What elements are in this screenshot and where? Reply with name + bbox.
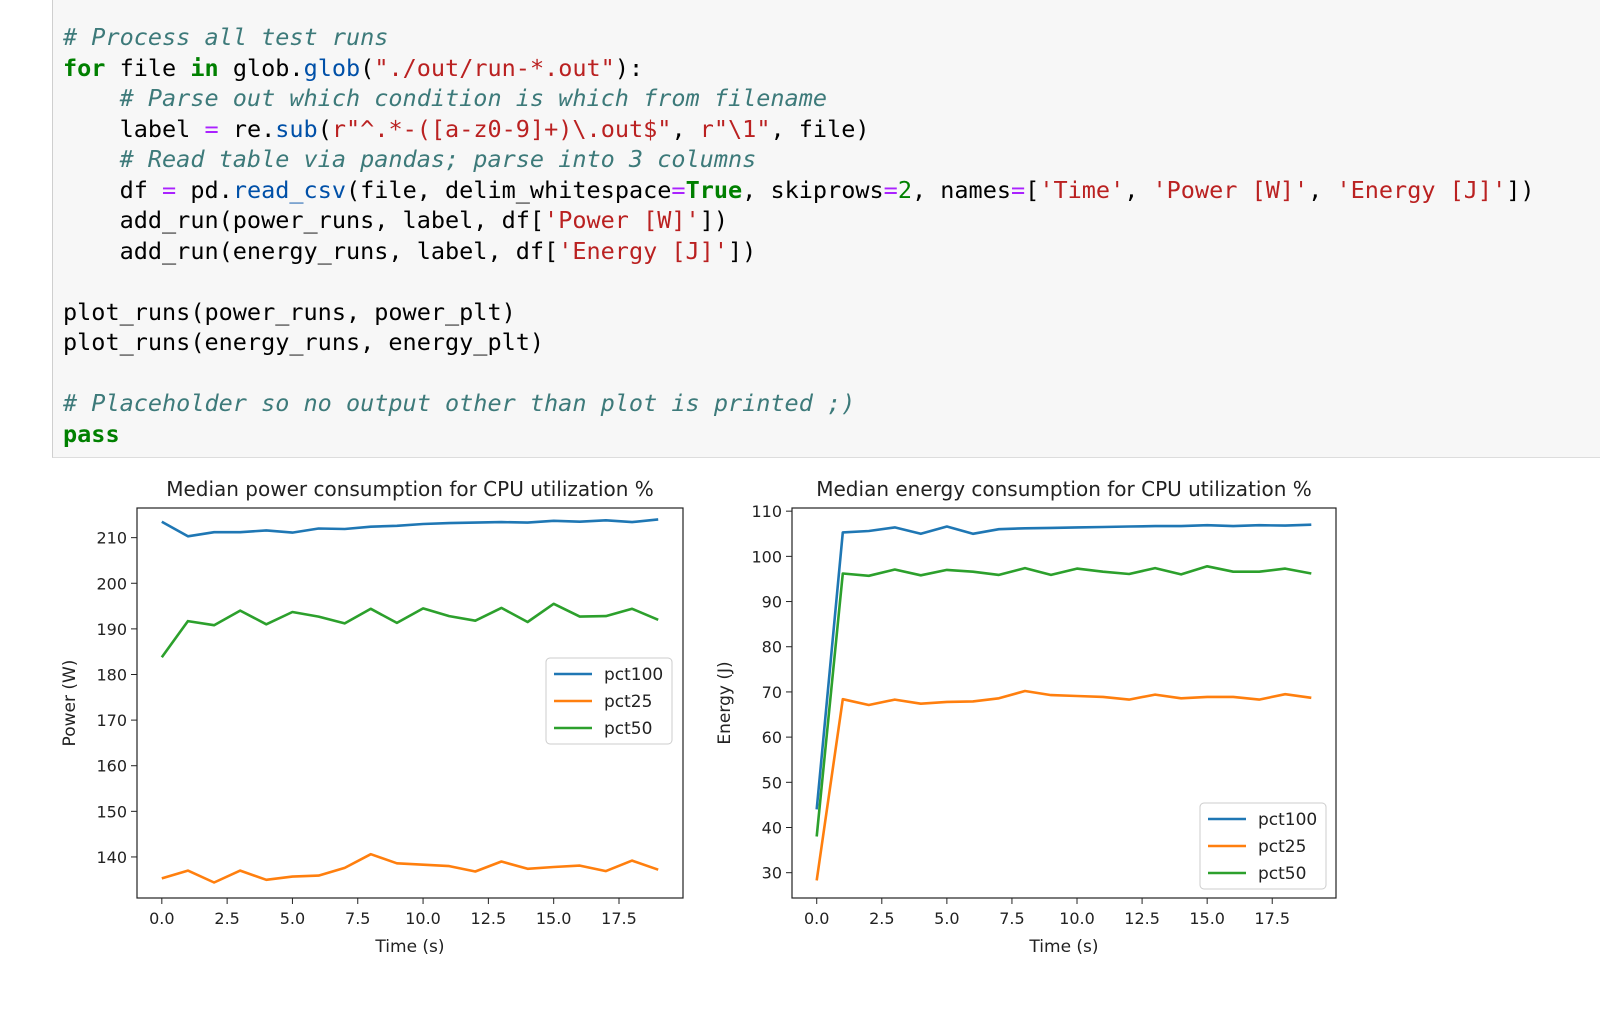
plot-frame [791,507,1337,899]
legend-label: pct50 [1258,864,1306,884]
comment: # Read table via pandas; parse into 3 co… [119,145,757,173]
y-tick-label: 180 [96,665,127,684]
code-token: add_run(power_runs, label, df[ [119,206,545,234]
operator: = [162,175,177,204]
x-tick-label: 7.5 [999,909,1024,928]
y-tick-label: 200 [96,574,127,593]
y-tick-label: 110 [751,502,782,521]
code-token: plot_runs(power_runs, power_plt) [63,297,516,326]
y-tick-label: 170 [96,711,127,730]
y-tick-label: 190 [96,620,127,639]
series-line-pct50 [160,602,659,658]
series-line-pct50 [815,565,1312,837]
y-tick-label: 90 [762,593,782,612]
x-tick-label: 12.5 [471,909,507,928]
y-tick-label: 60 [762,728,782,747]
x-tick-label: 5.0 [934,909,959,928]
y-tick-label: 70 [762,683,782,702]
x-axis-label: Time (s) [374,937,444,957]
x-tick-label: 5.0 [280,909,305,928]
y-tick-label: 100 [751,547,782,566]
x-tick-label: 12.5 [1124,909,1160,928]
code-token: pd. [190,175,233,204]
y-tick-label: 80 [762,638,782,657]
chart-title: Median energy consumption for CPU utiliz… [816,477,1312,501]
y-tick-label: 30 [762,864,782,883]
y-tick-label: 210 [96,529,127,548]
y-tick-label: 150 [96,802,127,821]
x-tick-label: 2.5 [214,909,239,928]
number-literal: 2 [897,175,912,204]
string-literal: r"\1" [699,114,771,143]
operator: = [1011,175,1026,204]
x-tick-label: 7.5 [345,909,370,928]
function-name: read_csv [232,175,346,204]
x-tick-label: 15.0 [536,909,572,928]
keyword: for [63,53,106,82]
series-line-pct25 [815,689,1312,881]
y-tick-label: 160 [96,757,127,776]
code-token: plot_runs(energy_runs, energy_plt) [63,328,545,356]
x-tick-label: 2.5 [869,909,894,928]
y-axis-label: Power (W) [60,660,80,747]
string-literal: "./out/run-*.out" [374,53,615,82]
legend-label: pct100 [1258,810,1317,830]
y-tick-label: 40 [762,819,782,838]
code-token: , names [911,175,1012,204]
cell-output: Median power consumption for CPU utiliza… [0,458,1600,1006]
chart-title: Median power consumption for CPU utiliza… [166,477,654,501]
plot-frame [136,507,684,899]
function-name: sub [275,114,318,143]
legend-label: pct25 [1258,837,1306,857]
code-token: , skiprows [742,175,884,204]
comment: # Process all test runs [63,23,389,51]
comment: # Placeholder so no output other than pl… [63,389,856,417]
x-tick-label: 0.0 [149,909,174,928]
string-literal: 'Energy [J]' [558,236,728,265]
y-tick-label: 50 [762,773,782,792]
code-token: df [119,175,148,204]
series-line-pct100 [815,523,1312,810]
legend-box [1199,802,1327,890]
y-tick-label: 140 [96,848,127,867]
code-cell[interactable]: # Process all test runs for file in glob… [52,0,1600,458]
y-axis-label: Energy (J) [715,661,735,744]
string-literal: r"^.*-([a-z0-9]+)\.out$" [331,114,672,143]
legend-box [545,657,673,745]
x-axis-label: Time (s) [1028,937,1098,957]
legend-label: pct25 [604,692,652,712]
code-editor[interactable]: # Process all test runs for file in glob… [63,23,1535,448]
x-tick-label: 15.0 [1189,909,1225,928]
x-tick-label: 0.0 [804,909,829,928]
x-tick-label: 10.0 [405,909,441,928]
operator: = [204,114,219,143]
code-token: file [119,53,177,82]
comment: # Parse out which condition is which fro… [119,84,828,112]
x-tick-label: 17.5 [601,909,637,928]
code-token: add_run(energy_runs, label, df[ [119,236,559,265]
x-tick-label: 17.5 [1254,909,1290,928]
keyword: True [685,175,743,204]
operator: = [671,175,686,204]
string-literal: 'Power [W]' [1152,175,1309,204]
keyword: in [190,53,219,82]
code-token: label [119,114,191,143]
keyword: pass [63,419,120,448]
series-line-pct100 [161,518,659,538]
output-figure: Median power consumption for CPU utiliza… [60,477,1337,957]
string-literal: 'Energy [J]' [1336,175,1507,204]
legend-label: pct100 [604,665,663,685]
string-literal: 'Time' [1039,175,1125,204]
series-line-pct25 [161,852,659,884]
operator: = [883,175,898,204]
legend-label: pct50 [604,719,652,739]
string-literal: 'Power [W]' [544,206,700,234]
x-tick-label: 10.0 [1059,909,1095,928]
function-name: glob [303,53,361,82]
code-token: re. [232,114,276,143]
code-token: glob. [232,53,304,82]
code-token: (file, delim_whitespace [346,175,672,204]
